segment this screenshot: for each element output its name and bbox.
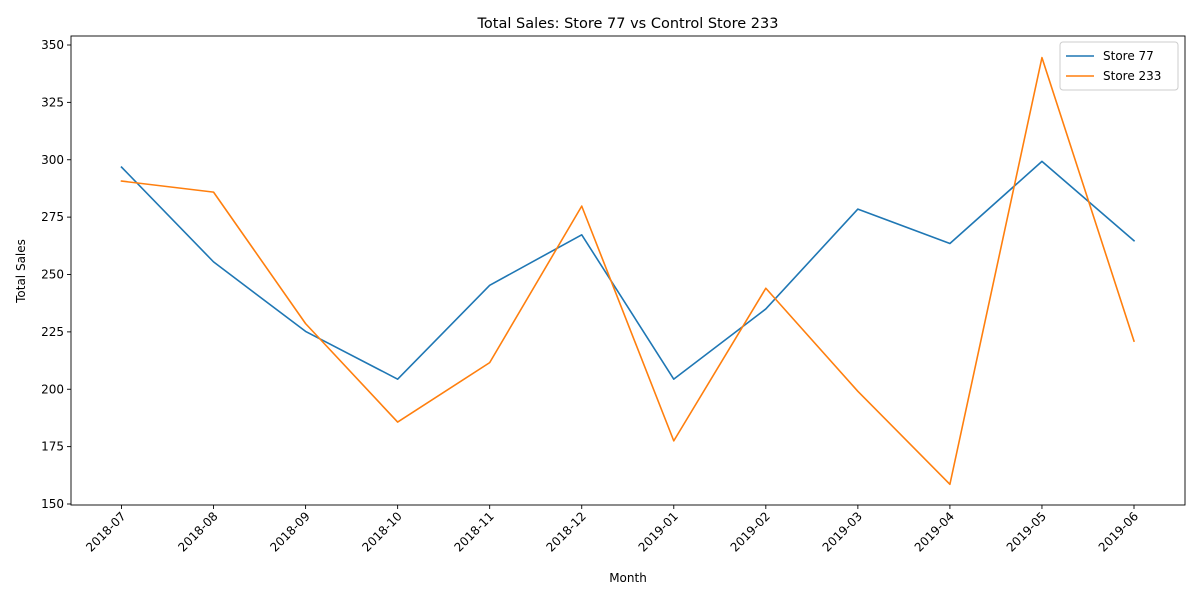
y-axis-title: Total Sales xyxy=(14,239,28,304)
x-tick-label-7: 2019-02 xyxy=(728,509,773,554)
x-tick-label-0: 2018-07 xyxy=(83,509,128,554)
x-tick-label-5: 2018-12 xyxy=(543,509,588,554)
y-tick-label-7: 325 xyxy=(41,95,64,109)
y-tick-label-1: 175 xyxy=(41,440,64,454)
y-tick-label-3: 225 xyxy=(41,325,64,339)
x-tick-label-9: 2019-04 xyxy=(912,509,957,554)
y-tick-label-5: 275 xyxy=(41,210,64,224)
y-tick-label-2: 200 xyxy=(41,382,64,396)
y-tick-label-4: 250 xyxy=(41,268,64,282)
x-tick-label-2: 2018-09 xyxy=(267,509,312,554)
x-tick-label-6: 2019-01 xyxy=(636,509,681,554)
x-axis-title: Month xyxy=(609,571,647,585)
legend-label-1: Store 233 xyxy=(1103,69,1161,83)
plot-frame xyxy=(70,35,1186,506)
series-line-1 xyxy=(120,56,1136,486)
x-tick-label-4: 2018-11 xyxy=(451,509,496,554)
x-tick-label-10: 2019-05 xyxy=(1004,509,1049,554)
chart-title: Total Sales: Store 77 vs Control Store 2… xyxy=(477,16,779,32)
series-line-0 xyxy=(120,160,1136,380)
legend-label-0: Store 77 xyxy=(1103,49,1154,63)
x-tick-label-1: 2018-08 xyxy=(175,509,220,554)
x-tick-label-11: 2019-06 xyxy=(1096,509,1141,554)
y-tick-label-8: 350 xyxy=(41,38,64,52)
y-tick-label-6: 300 xyxy=(41,153,64,167)
x-tick-label-3: 2018-10 xyxy=(359,509,404,554)
x-tick-label-8: 2019-03 xyxy=(820,509,865,554)
y-tick-label-0: 150 xyxy=(41,497,64,511)
legend-box xyxy=(1059,41,1179,91)
